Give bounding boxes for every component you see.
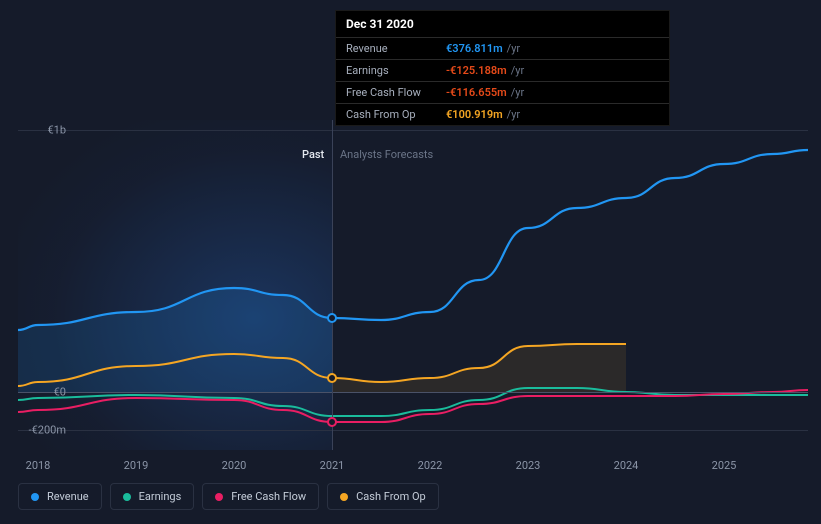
chart-svg xyxy=(18,120,808,450)
legend-item[interactable]: Revenue xyxy=(18,483,102,510)
tooltip-row: Cash From Op€100.919m/yr xyxy=(336,103,669,125)
grid-line xyxy=(18,130,808,131)
tooltip-date: Dec 31 2020 xyxy=(336,11,669,37)
data-tooltip: Dec 31 2020 Revenue€376.811m/yrEarnings-… xyxy=(335,10,670,126)
legend-label: Revenue xyxy=(47,490,89,503)
legend-dot xyxy=(123,493,131,501)
tooltip-value: €100.919m xyxy=(446,108,503,121)
tooltip-unit: /yr xyxy=(507,42,520,55)
x-axis-label: 2020 xyxy=(222,459,247,472)
tooltip-label: Earnings xyxy=(346,64,446,77)
grid-line xyxy=(18,430,808,431)
legend-item[interactable]: Free Cash Flow xyxy=(202,483,319,510)
tooltip-row: Earnings-€125.188m/yr xyxy=(336,59,669,81)
chart-area[interactable]: €1b€0-€200m20182019202020212022202320242… xyxy=(18,120,808,450)
x-axis-label: 2018 xyxy=(26,459,51,472)
tooltip-row: Revenue€376.811m/yr xyxy=(336,37,669,59)
tooltip-value: -€116.655m xyxy=(446,86,507,99)
legend-label: Free Cash Flow xyxy=(231,490,306,503)
past-forecast-divider xyxy=(332,120,333,450)
y-axis-label: €0 xyxy=(54,386,66,399)
grid-line xyxy=(18,392,808,393)
x-axis-label: 2019 xyxy=(124,459,149,472)
legend-label: Cash From Op xyxy=(356,490,426,503)
tooltip-row: Free Cash Flow-€116.655m/yr xyxy=(336,81,669,103)
x-axis-label: 2021 xyxy=(320,459,345,472)
data-marker xyxy=(327,373,337,383)
legend-dot xyxy=(215,493,223,501)
tooltip-value: -€125.188m xyxy=(446,64,507,77)
tooltip-label: Cash From Op xyxy=(346,108,446,121)
legend-dot xyxy=(31,493,39,501)
y-axis-label: €1b xyxy=(47,124,66,137)
x-axis-label: 2022 xyxy=(418,459,443,472)
y-axis-label: -€200m xyxy=(29,424,66,437)
legend-item[interactable]: Cash From Op xyxy=(327,483,439,510)
tooltip-unit: /yr xyxy=(511,86,524,99)
data-marker xyxy=(327,417,337,427)
tooltip-unit: /yr xyxy=(511,64,524,77)
x-axis-label: 2024 xyxy=(614,459,639,472)
legend-dot xyxy=(340,493,348,501)
tooltip-label: Free Cash Flow xyxy=(346,86,446,99)
series-line xyxy=(18,150,808,330)
legend-label: Earnings xyxy=(139,490,182,503)
legend: Revenue Earnings Free Cash Flow Cash From O… xyxy=(18,483,439,510)
legend-item[interactable]: Earnings xyxy=(110,483,195,510)
tooltip-value: €376.811m xyxy=(446,42,503,55)
tooltip-unit: /yr xyxy=(507,108,520,121)
x-axis-label: 2023 xyxy=(516,459,541,472)
tooltip-label: Revenue xyxy=(346,42,446,55)
x-axis-label: 2025 xyxy=(712,459,737,472)
past-label: Past xyxy=(302,148,324,161)
data-marker xyxy=(327,313,337,323)
forecast-label: Analysts Forecasts xyxy=(340,148,433,161)
